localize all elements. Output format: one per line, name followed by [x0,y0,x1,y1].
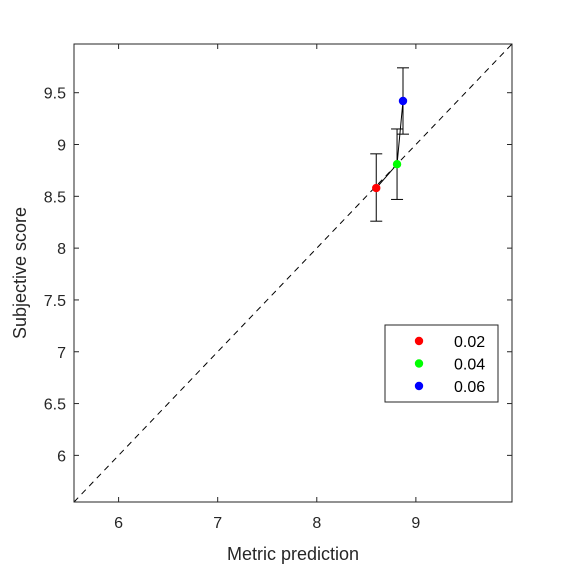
legend-marker [414,336,424,346]
legend: 0.02 0.04 0.06 [384,324,499,403]
y-tick-label: 7 [57,345,66,362]
legend-entry-0.02: 0.02 [414,334,485,351]
y-tick-label: 8.5 [44,189,66,206]
data-point-0.02 [372,183,381,193]
y-axis-label: Subjective score [10,207,30,339]
y-tick-label: 9 [57,138,66,155]
legend-marker [414,359,424,368]
x-tick-label: 6 [114,515,123,532]
plot-frame [73,43,513,503]
legend-label: 0.02 [454,334,485,351]
legend-label: 0.04 [454,357,485,374]
legend-entry-0.06: 0.06 [414,379,485,396]
x-axis-label: Metric prediction [227,544,359,564]
y-tick-label: 6.5 [44,397,66,414]
data-point-0.04 [392,159,402,169]
x-tick-label: 9 [411,515,420,532]
legend-box [384,324,499,403]
y-tick-label: 9.5 [44,86,66,103]
y-tick-label: 8 [57,241,66,258]
legend-label: 0.06 [454,379,485,396]
x-tick-label: 7 [213,515,222,532]
x-tick-label: 8 [312,515,321,532]
y-tick-label: 6 [57,448,66,465]
y-tick-label: 7.5 [44,293,66,310]
legend-marker [414,381,424,391]
data-point-0.06 [398,96,408,106]
legend-entry-0.04: 0.04 [414,357,485,374]
identity-reference-line [73,43,513,503]
